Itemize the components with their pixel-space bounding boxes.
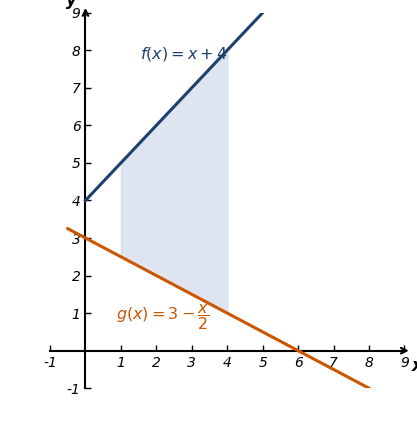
Text: y: y (66, 0, 77, 8)
Text: $g(x) = 3 - \dfrac{x}{2}$: $g(x) = 3 - \dfrac{x}{2}$ (116, 302, 209, 332)
Text: x: x (412, 357, 417, 375)
Text: $f(x) = x + 4$: $f(x) = x + 4$ (141, 45, 228, 63)
